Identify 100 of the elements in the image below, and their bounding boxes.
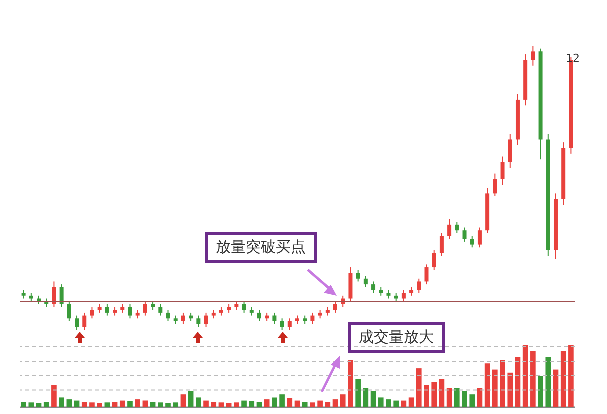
bar (401, 400, 407, 407)
bar (546, 357, 552, 407)
bar (280, 394, 285, 407)
bar (394, 400, 399, 407)
bar (166, 403, 171, 407)
candlestick (417, 278, 422, 294)
candlestick (470, 236, 474, 248)
candlestick (272, 312, 277, 325)
candlestick (128, 304, 132, 320)
candlestick (424, 264, 429, 286)
bar (82, 402, 88, 407)
candlestick (204, 312, 208, 328)
bar (416, 368, 422, 407)
bar (287, 398, 293, 407)
bar (173, 402, 179, 407)
bar (218, 402, 224, 407)
bar (74, 400, 80, 407)
bar (560, 351, 566, 407)
candlestick (448, 218, 452, 240)
bar (302, 402, 308, 407)
bar (234, 402, 240, 407)
candlestick (432, 250, 436, 271)
candlestick (478, 227, 482, 248)
bar (204, 400, 209, 407)
candlestick (364, 276, 368, 288)
candlestick (75, 315, 80, 330)
bar (500, 360, 506, 407)
candlestick (60, 284, 64, 308)
candlestick (280, 318, 284, 330)
bar (332, 400, 338, 407)
bar (424, 385, 430, 407)
candlestick (67, 301, 72, 322)
bar (484, 364, 490, 407)
candlestick (531, 46, 536, 66)
candlestick (257, 310, 262, 322)
bar (538, 376, 544, 407)
candlestick (143, 301, 148, 316)
candlestick (166, 310, 170, 322)
bar (318, 400, 323, 407)
bar (66, 400, 72, 407)
bar (150, 402, 156, 407)
bar (378, 398, 384, 407)
bar (553, 370, 559, 407)
candlestick (334, 301, 338, 314)
bar (44, 402, 50, 407)
candlestick (440, 232, 444, 257)
bar (90, 402, 95, 407)
bar (158, 402, 164, 407)
candlestick (82, 312, 87, 330)
candlestick (455, 222, 460, 234)
bar (249, 401, 255, 407)
bar (310, 402, 316, 407)
bar (530, 351, 536, 407)
candlestick (462, 227, 467, 242)
candlestick (158, 304, 163, 316)
bar (128, 401, 133, 407)
bar (348, 360, 354, 407)
bar (454, 388, 460, 407)
bar (242, 400, 247, 407)
candlestick (105, 304, 110, 316)
bar (470, 394, 476, 407)
bar (264, 400, 270, 407)
annotation: 放量突破买点 (205, 232, 317, 263)
bar (492, 370, 498, 407)
bar (363, 388, 369, 407)
candlestick (310, 312, 315, 325)
bar (97, 403, 102, 407)
bar (432, 382, 438, 407)
bar (356, 379, 361, 407)
bar (522, 345, 528, 407)
annotation: 12 (566, 52, 580, 65)
bar (59, 398, 64, 407)
bar (477, 388, 483, 407)
bar (272, 398, 278, 407)
candlestick (288, 318, 292, 330)
bar (180, 394, 186, 407)
candlestick (402, 290, 406, 302)
bar (386, 400, 392, 407)
bar (370, 392, 376, 407)
bar (112, 402, 118, 407)
candlestick (52, 281, 56, 308)
bar (446, 388, 452, 407)
bar (28, 402, 34, 407)
candlestick (500, 156, 505, 186)
bar (52, 385, 57, 407)
candlestick (508, 134, 512, 169)
bar (325, 402, 331, 407)
bar (104, 402, 110, 407)
bar (408, 398, 414, 407)
bar (196, 398, 202, 407)
bar (439, 379, 445, 407)
candlestick (90, 306, 94, 320)
bar (256, 402, 262, 407)
bar (21, 402, 26, 407)
annotation: 成交量放大 (348, 322, 445, 353)
bar (568, 345, 574, 407)
bar (294, 400, 300, 407)
bar (142, 400, 148, 407)
bar (188, 392, 194, 407)
candlestick (242, 301, 246, 314)
